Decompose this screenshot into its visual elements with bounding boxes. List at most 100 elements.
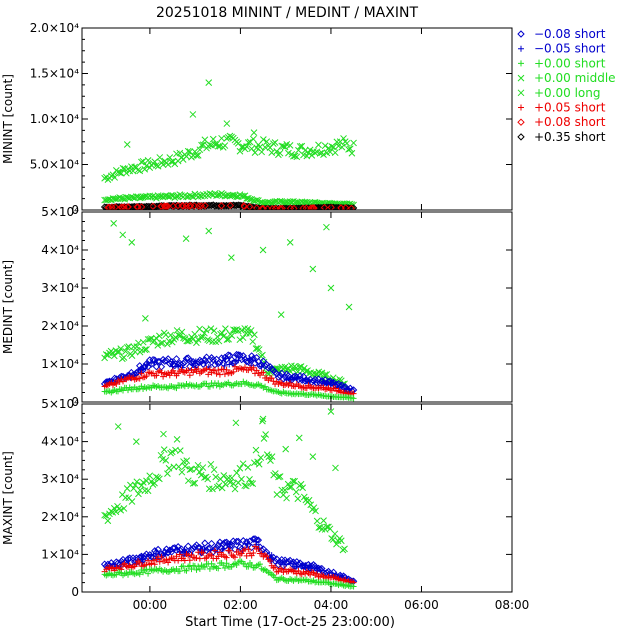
data-point [274,373,283,381]
data-point [349,204,358,210]
data-point [136,167,144,175]
outlier-point [223,120,231,127]
data-point [191,479,199,487]
data-point [111,203,120,210]
data-point [225,544,232,551]
data-point [214,359,222,368]
data-point [249,480,257,488]
data-point [193,566,200,573]
outliers-medint [110,220,353,322]
y-tick-label: 3×10⁴ [41,281,79,295]
data-point [194,461,202,469]
outlier-point [205,227,213,235]
y-tick-label: 5.0×10⁴ [30,158,79,172]
data-point [201,539,209,547]
legend-label: +0.35 short [534,130,606,144]
outlier-point [142,315,149,322]
data-point [133,478,141,486]
outlier-point [228,254,235,261]
data-point [256,143,264,151]
data-point [221,142,229,149]
data-point [117,169,125,177]
data-point [130,485,137,492]
data-point [251,331,258,339]
data-point [199,333,207,341]
data-point [197,357,206,366]
data-point [273,147,281,155]
data-point [306,375,314,384]
data-point [125,557,132,564]
data-point [196,555,203,562]
data-point [196,544,204,552]
legend-item-p008: +0.08 short [517,115,606,129]
data-point [223,366,230,373]
data-point [206,366,213,373]
data-point [312,507,319,515]
outlier-point [286,239,294,246]
data-point [331,149,339,157]
data-point [139,479,147,486]
data-point [122,494,129,502]
outlier-point [332,464,339,472]
legend-symbol [517,74,525,82]
data-point [339,204,348,210]
outlier-point [110,220,118,227]
data-point [259,417,266,425]
data-point [220,545,227,552]
data-point [271,557,279,565]
data-point [192,358,199,365]
data-point [223,560,230,567]
data-point [189,193,197,201]
data-point [215,482,223,490]
data-point [300,364,308,372]
data-point [263,138,271,145]
data-point [144,487,152,495]
data-point [306,146,314,154]
data-point [278,486,286,494]
data-point [128,498,136,505]
data-point [212,473,220,481]
data-point [320,203,329,210]
data-point [243,143,251,150]
data-point [268,149,276,156]
data-point [286,556,294,565]
y-tick-label: 5×10⁴ [41,397,79,411]
data-point [246,355,253,362]
data-point [305,496,313,504]
data-point [230,368,237,375]
legend-label: +0.08 short [534,115,606,129]
data-point [164,202,172,210]
data-point [214,202,222,210]
data-point [117,506,125,514]
data-point [329,536,337,543]
outlier-point [309,265,317,273]
data-point [240,202,249,210]
data-point [179,202,187,210]
data-point [222,325,229,333]
data-point [236,147,244,155]
data-point [221,564,228,571]
data-point [289,366,297,373]
data-point [136,571,143,578]
y-tick-label: 0 [71,585,79,599]
data-point [144,156,152,164]
data-point [290,204,298,210]
data-point [350,583,357,590]
data-point [275,473,282,481]
data-point [327,203,335,210]
data-point [178,328,186,336]
data-point [283,494,290,502]
data-point [141,487,149,495]
data-point [232,201,241,210]
data-point [206,565,213,572]
data-point [185,552,192,559]
data-point [278,369,286,377]
data-point [154,357,162,366]
data-point [280,561,287,568]
data-point [118,203,126,210]
data-point [176,447,184,454]
data-point [350,139,357,147]
data-point [263,553,270,560]
data-point [120,354,128,361]
